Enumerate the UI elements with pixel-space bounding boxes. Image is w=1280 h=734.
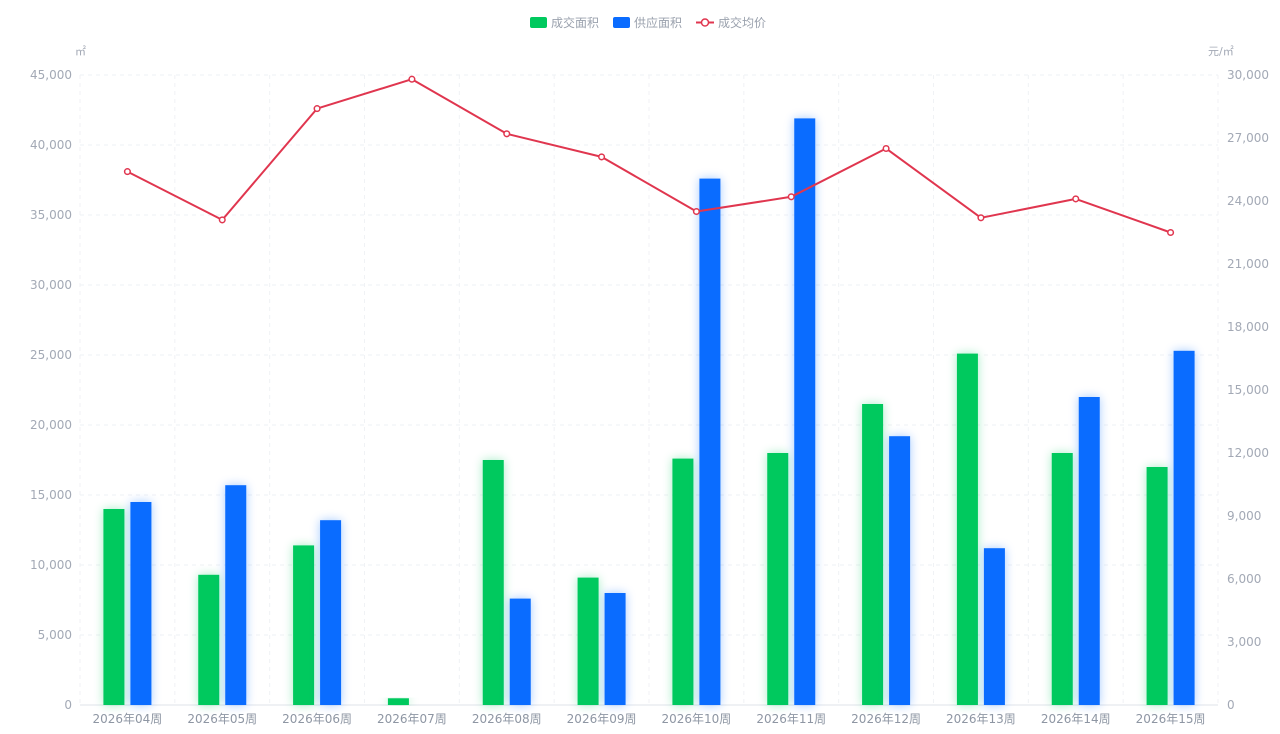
avg-price-point[interactable] [977, 214, 985, 222]
category-label: 2026年04周 [93, 712, 163, 726]
left-tick-label: 45,000 [30, 68, 72, 82]
legend-label-supply-area: 供应面积 [634, 15, 682, 30]
avg-price-point[interactable] [1167, 228, 1175, 237]
right-tick-label: 30,000 [1227, 68, 1269, 82]
legend-label-avg-price: 成交均价 [718, 15, 766, 30]
category-label: 2026年09周 [567, 712, 637, 726]
right-tick-label: 9,000 [1227, 509, 1261, 523]
left-tick-label: 20,000 [30, 418, 72, 432]
bar-deal-area[interactable] [577, 577, 599, 705]
category-label: 2026年07周 [377, 712, 447, 726]
bar-supply-area[interactable] [1173, 350, 1195, 705]
category-label: 2026年11周 [756, 712, 826, 726]
left-tick-label: 35,000 [30, 208, 72, 222]
avg-price-polyline [126, 78, 1171, 234]
bar-deal-area[interactable] [293, 545, 315, 705]
avg-price-point[interactable] [692, 207, 700, 216]
left-tick-label: 15,000 [30, 488, 72, 502]
right-tick-label: 18,000 [1227, 320, 1269, 334]
avg-price-point[interactable] [1072, 195, 1080, 203]
category-label: 2026年10周 [662, 712, 732, 726]
legend-swatch-deal-area [530, 17, 547, 28]
category-label: 2026年08周 [472, 712, 542, 726]
legend[interactable]: 成交面积 供应面积 成交均价 [530, 15, 766, 30]
right-tick-label: 21,000 [1227, 257, 1269, 271]
left-tick-label: 0 [64, 698, 72, 712]
category-label: 2026年15周 [1136, 712, 1206, 726]
category-label: 2026年14周 [1041, 712, 1111, 726]
category-labels: 2026年04周 2026年05周 2026年06周 2026年07周 2026年08周… [93, 712, 1206, 726]
avg-price-point[interactable] [787, 193, 795, 201]
legend-item-supply-area[interactable]: 供应面积 [613, 15, 682, 30]
bar-deal-area[interactable] [387, 698, 409, 705]
right-tick-label: 0 [1227, 698, 1235, 712]
right-tick-label: 12,000 [1227, 446, 1269, 460]
bar-supply-area[interactable] [604, 593, 626, 705]
legend-label-deal-area: 成交面积 [551, 15, 599, 30]
bar-supply-area[interactable] [320, 520, 342, 705]
right-axis-ticks: 0 3,000 6,000 9,000 12,000 15,000 18,000 21,000… [1227, 68, 1269, 712]
left-axis-ticks: 0 5,000 10,000 15,000 20,000 25,000 30,000 35,0… [30, 68, 72, 712]
bar-supply-area[interactable] [983, 548, 1005, 705]
category-label: 2026年06周 [282, 712, 352, 726]
bar-deal-area[interactable] [1146, 467, 1168, 705]
right-tick-label: 6,000 [1227, 572, 1261, 586]
bar-supply-area[interactable] [1078, 397, 1100, 705]
bar-supply-area[interactable] [130, 502, 152, 705]
category-label: 2026年05周 [187, 712, 257, 726]
bar-supply-area[interactable] [889, 436, 911, 705]
bar-deal-area[interactable] [672, 458, 694, 705]
category-label: 2026年13周 [946, 712, 1016, 726]
avg-price-line [123, 75, 1175, 237]
legend-item-avg-price[interactable]: 成交均价 [696, 15, 766, 30]
legend-marker-avg-price [700, 18, 710, 27]
avg-price-point[interactable] [882, 144, 890, 153]
right-tick-label: 3,000 [1227, 635, 1261, 649]
avg-price-point[interactable] [218, 216, 226, 224]
bar-deal-area[interactable] [482, 460, 504, 705]
right-tick-label: 15,000 [1227, 383, 1269, 397]
avg-price-point[interactable] [503, 130, 511, 138]
left-tick-label: 25,000 [30, 348, 72, 362]
bar-deal-area[interactable] [1051, 453, 1073, 705]
left-tick-label: 10,000 [30, 558, 72, 572]
category-label: 2026年12周 [851, 712, 921, 726]
bar-deal-area[interactable] [198, 574, 220, 705]
bar-deal-area[interactable] [956, 353, 978, 705]
legend-item-deal-area[interactable]: 成交面积 [530, 15, 599, 30]
left-tick-label: 5,000 [38, 628, 72, 642]
right-axis-unit: 元/㎡ [1208, 45, 1234, 58]
bar-deal-area[interactable] [103, 509, 125, 705]
bar-supply-area[interactable] [794, 118, 816, 705]
bar-deal-area[interactable] [767, 453, 789, 705]
avg-price-point[interactable] [408, 75, 416, 83]
left-tick-label: 30,000 [30, 278, 72, 292]
bar-supply-area[interactable] [699, 178, 721, 706]
avg-price-point[interactable] [123, 168, 131, 176]
bar-supply-area[interactable] [225, 485, 247, 705]
avg-price-point[interactable] [598, 153, 606, 161]
legend-swatch-supply-area [613, 17, 630, 28]
right-tick-label: 27,000 [1227, 131, 1269, 145]
gridlines [79, 74, 1219, 706]
avg-price-point[interactable] [313, 105, 321, 113]
left-tick-label: 40,000 [30, 138, 72, 152]
bar-supply-area[interactable] [509, 598, 531, 705]
bars [103, 118, 1195, 706]
left-axis-unit: ㎡ [75, 45, 86, 58]
right-tick-label: 24,000 [1227, 194, 1269, 208]
bar-deal-area[interactable] [862, 404, 884, 705]
